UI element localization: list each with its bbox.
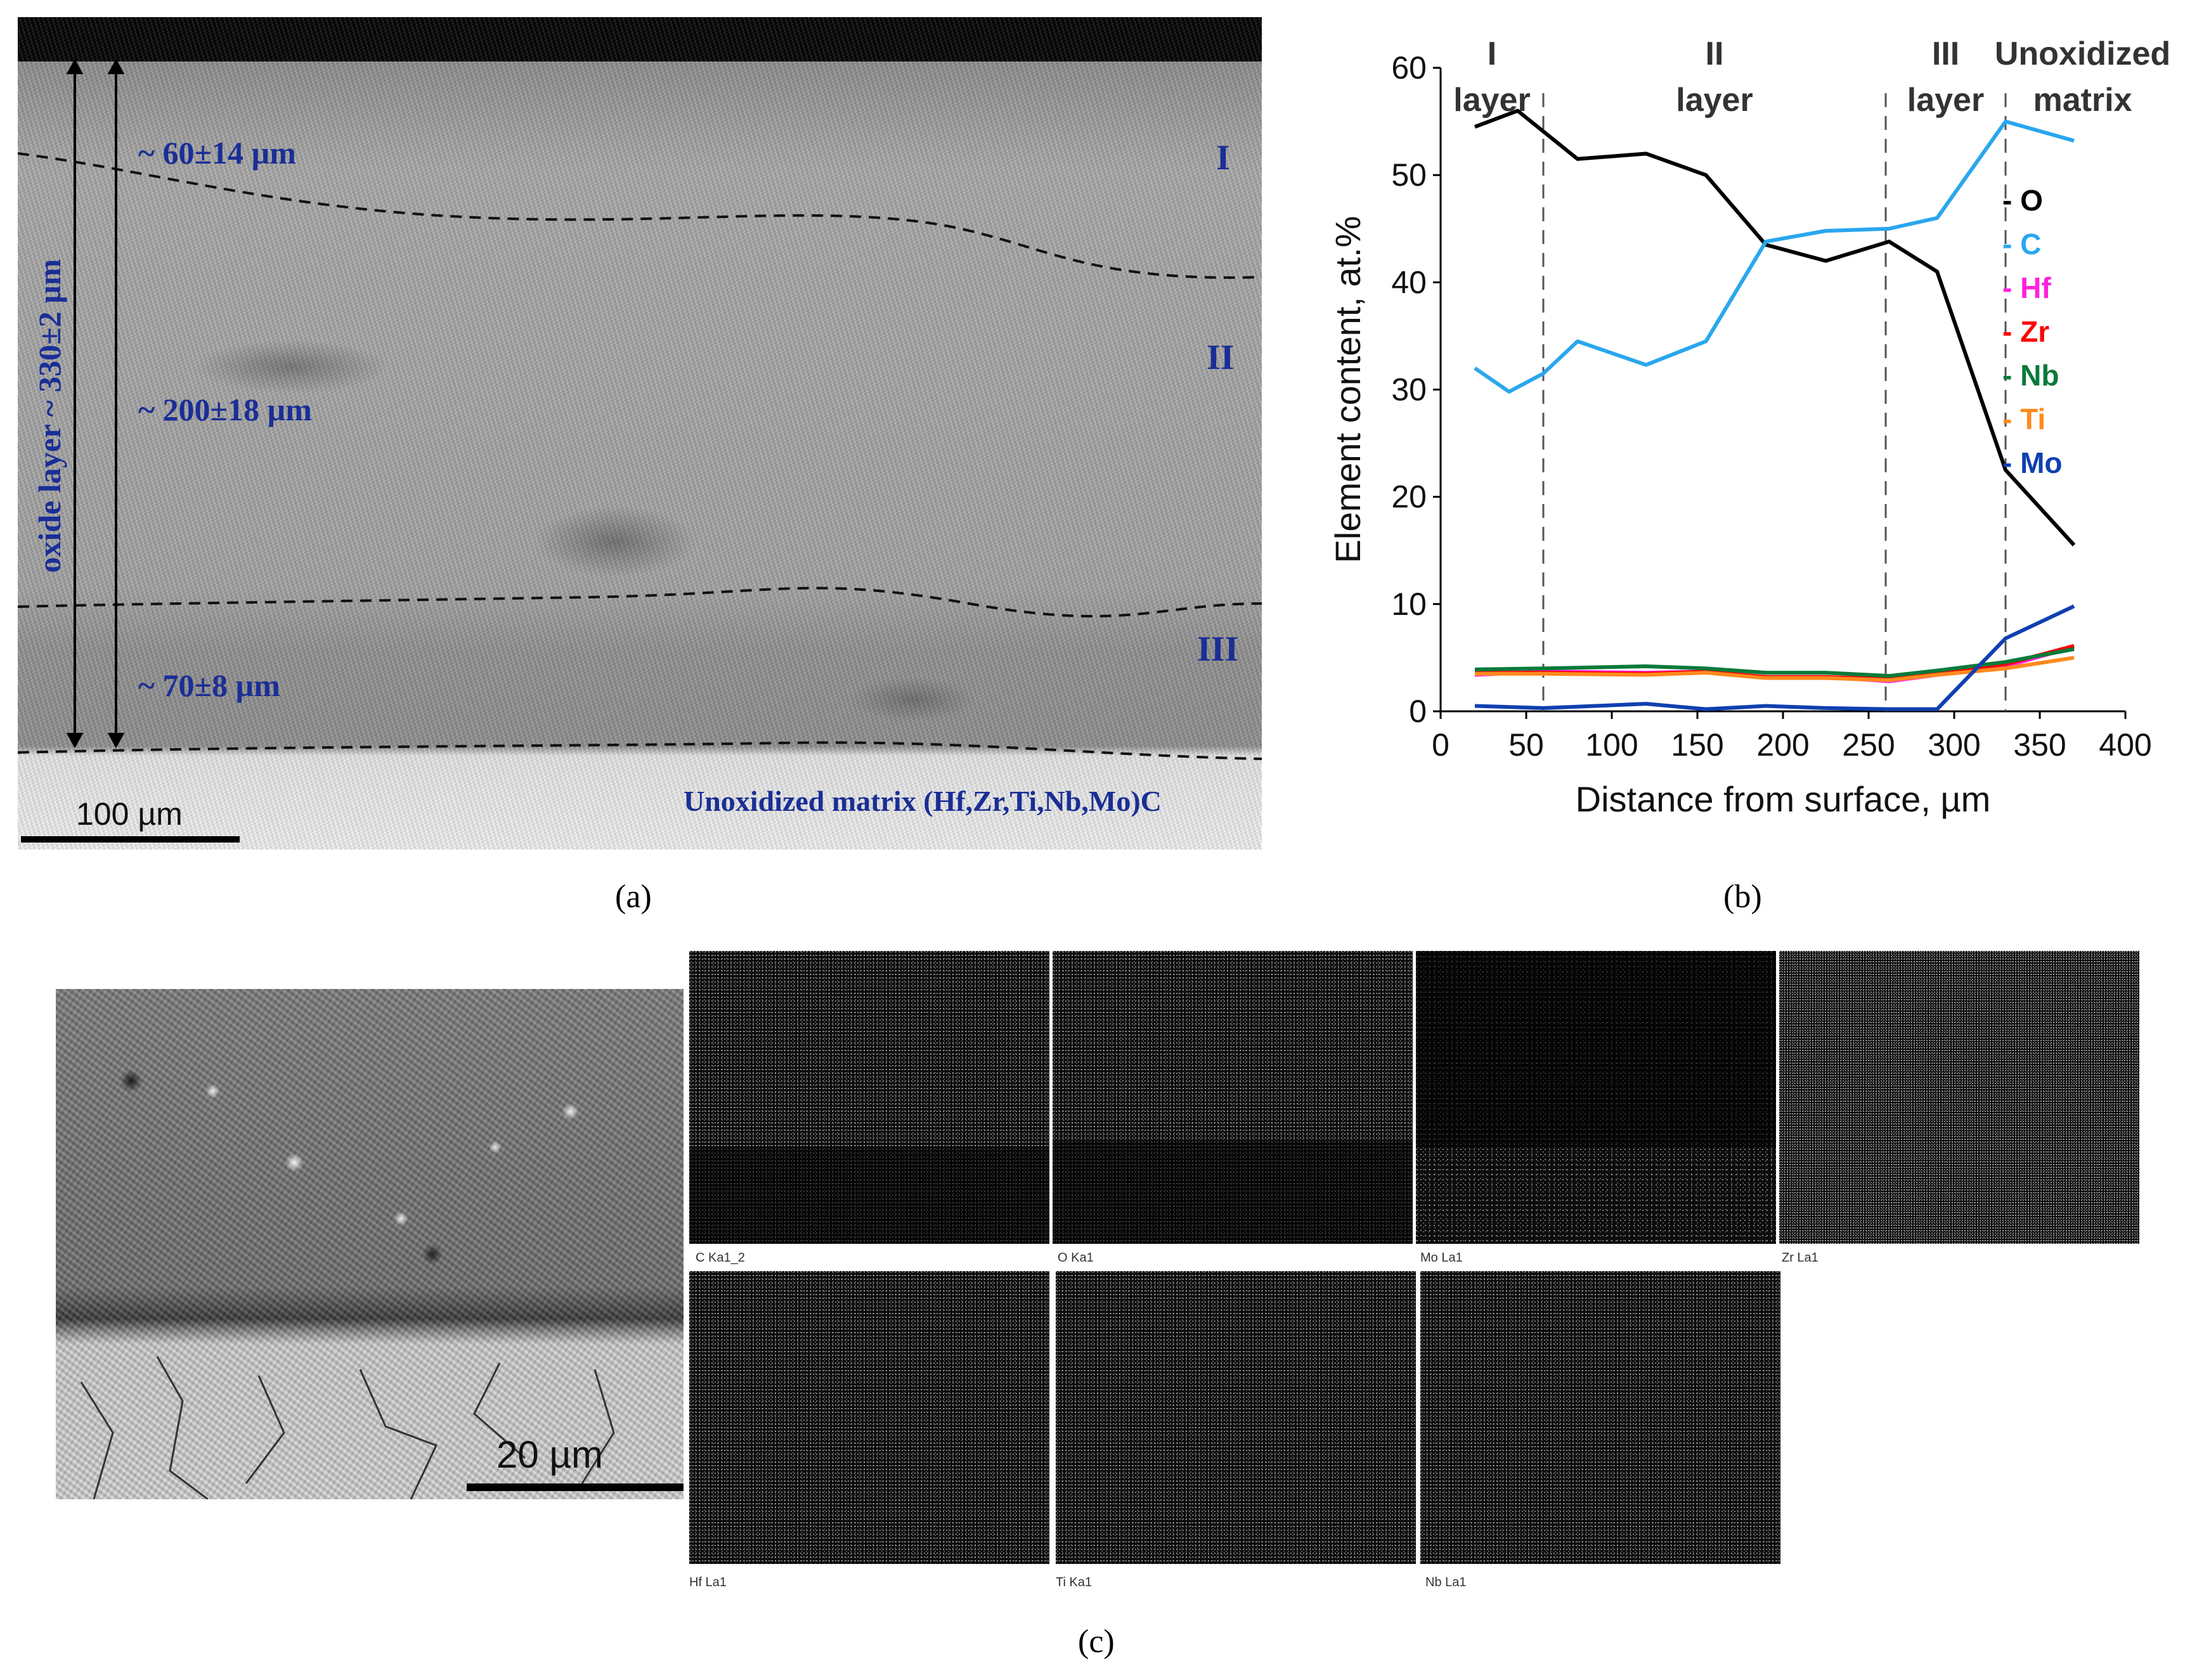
eds-map-ti [1056,1271,1416,1564]
legend-entry: - C [2002,228,2041,261]
oxide-layer-label: oxide layer ~ 330±2 µm [32,259,67,573]
y-tick-label: 10 [1391,586,1427,622]
y-tick-label: 0 [1409,694,1427,729]
eds-map-nb [1420,1271,1780,1564]
legend-entry: - O [2002,184,2043,217]
x-tick-label: 300 [1928,727,1980,763]
eds-map-o [1053,951,1413,1244]
caption-c: (c) [1078,1624,1115,1660]
y-tick-label: 60 [1391,50,1427,86]
x-tick-label: 350 [2013,727,2066,763]
x-tick-label: 100 [1585,727,1638,763]
region-label-line1: I [1488,36,1496,72]
x-axis-label: Distance from surface, µm [1576,779,1991,819]
boundary-line-1 [18,152,1262,279]
series-line-c [1474,119,2075,394]
eds-map-label: O Ka1 [1058,1251,1094,1265]
sem-image-cross-section: oxide layer ~ 330±2 µm ~ 60±14 µm ~ 200±… [18,17,1262,850]
layer-boundaries [18,58,1262,760]
layer3-thickness-label: ~ 70±8 µm [138,668,280,703]
series-line-nb [1474,647,2075,678]
x-tick-label: 250 [1842,727,1895,763]
legend-entry: - Mo [2002,446,2063,479]
eds-map-label: Mo La1 [1420,1251,1463,1265]
x-tick-label: 50 [1508,727,1544,763]
eds-map-label: Ti Ka1 [1056,1575,1092,1589]
y-tick-label: 20 [1391,479,1427,515]
y-tick-label: 30 [1391,372,1427,408]
region-label-line1: III [1932,36,1959,72]
eds-map-zr [1779,951,2139,1244]
series-line-mo [1474,604,2075,711]
caption-b: (b) [1723,879,1762,915]
legend-entry: - Hf [2002,271,2051,304]
scale-bar-label: 100 µm [76,796,183,832]
x-tick-label: 0 [1432,727,1449,763]
layer-III-label: III [1197,630,1239,669]
y-tick-label: 50 [1391,157,1427,193]
chart-svg: 0 10 20 30 40 50 60 0 50 100 150 200 250 300 350 400 Dis… [1328,36,2170,819]
layer1-thickness-label: ~ 60±14 µm [138,135,296,171]
legend-entry: - Nb [2002,359,2059,392]
boundary-line-3 [18,741,1262,760]
region-label-line1: Unoxidized [1995,36,2170,72]
y-axis-label: Element content, at.% [1328,216,1368,564]
eds-map-mo [1416,951,1776,1244]
x-tick-label: 150 [1671,727,1723,763]
y-tick-label: 40 [1391,264,1427,300]
region-label-line1: II [1706,36,1724,72]
eds-map-label: Nb La1 [1425,1575,1467,1589]
layer2-thickness-label: ~ 200±18 µm [138,392,312,427]
grain-boundaries [80,1356,615,1499]
layer-II-label: II [1207,338,1235,377]
x-tick-label: 400 [2099,727,2151,763]
layer-I-label: I [1216,138,1230,178]
eds-map-c [689,951,1049,1244]
boundary-line-2 [18,586,1262,617]
region-label-line2: layer [1907,82,1984,119]
eds-map-label: Hf La1 [689,1575,727,1589]
region-label-line2: layer [1676,82,1753,119]
scale-bar [21,836,240,843]
eds-map-label: Zr La1 [1782,1251,1819,1265]
eds-map-label: C Ka1_2 [696,1251,745,1265]
caption-a: (a) [615,879,652,915]
series-line-o [1474,108,2076,546]
region-label-line2: matrix [2033,82,2132,119]
scale-bar-label-c: 20 µm [496,1433,603,1476]
x-tick-label: 200 [1756,727,1809,763]
sem-image-detail: 20 µm [56,989,684,1499]
matrix-label: Unoxidized matrix (Hf,Zr,Ti,Nb,Mo)C [684,785,1162,817]
legend-entry: - Zr [2002,315,2049,348]
legend-entry: - Ti [2002,403,2046,436]
scale-bar-c [467,1483,684,1491]
eds-map-hf [689,1271,1049,1564]
element-content-chart: 0 10 20 30 40 50 60 0 50 100 150 200 250 300 350 400 Dis… [1293,13,2175,878]
